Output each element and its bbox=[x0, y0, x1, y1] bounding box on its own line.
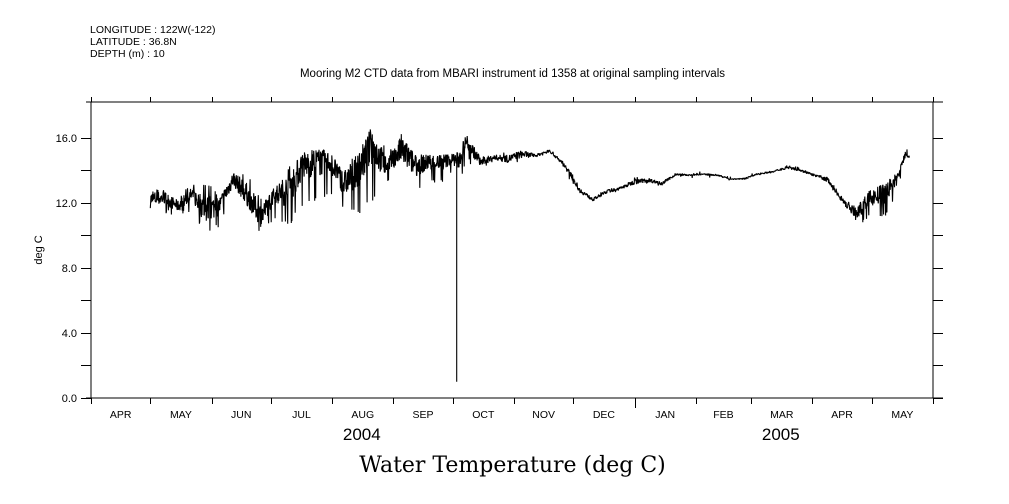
year-label: 2005 bbox=[762, 425, 800, 444]
month-label: JUL bbox=[292, 409, 311, 421]
month-label: APR bbox=[110, 409, 132, 421]
axes: 0.0 4.0 8.0 12.0 16.0 APR MAY JUN JUL AUG SEP OCT NO… bbox=[56, 97, 943, 444]
temperature-series-line bbox=[149, 129, 910, 382]
month-label: MAR bbox=[770, 409, 794, 421]
month-label: JUN bbox=[231, 409, 251, 421]
month-label: NOV bbox=[532, 409, 555, 421]
y-tick-label: 0.0 bbox=[62, 393, 77, 405]
y-axis-label: deg C bbox=[33, 235, 45, 264]
month-label: APR bbox=[831, 409, 853, 421]
month-label: FEB bbox=[713, 409, 733, 421]
month-label: MAY bbox=[891, 409, 913, 421]
month-label: OCT bbox=[472, 409, 495, 421]
month-label: AUG bbox=[351, 409, 374, 421]
latitude-label: LATITUDE : 36.8N bbox=[90, 36, 177, 48]
month-label: JAN bbox=[655, 409, 675, 421]
depth-label: DEPTH (m) : 10 bbox=[90, 48, 165, 60]
y-tick-label: 12.0 bbox=[56, 198, 77, 210]
data-marks bbox=[149, 129, 910, 382]
month-label: SEP bbox=[413, 409, 434, 421]
longitude-label: LONGITUDE : 122W(-122) bbox=[90, 24, 216, 36]
y-tick-label: 4.0 bbox=[62, 328, 77, 340]
month-label: DEC bbox=[593, 409, 616, 421]
chart-footer-title: Water Temperature (deg C) bbox=[359, 453, 666, 478]
y-tick-label: 16.0 bbox=[56, 133, 77, 145]
year-label: 2004 bbox=[343, 425, 381, 444]
y-tick-label: 8.0 bbox=[62, 263, 77, 275]
month-label: MAY bbox=[170, 409, 192, 421]
chart-title: Mooring M2 CTD data from MBARI instrumen… bbox=[299, 68, 726, 80]
